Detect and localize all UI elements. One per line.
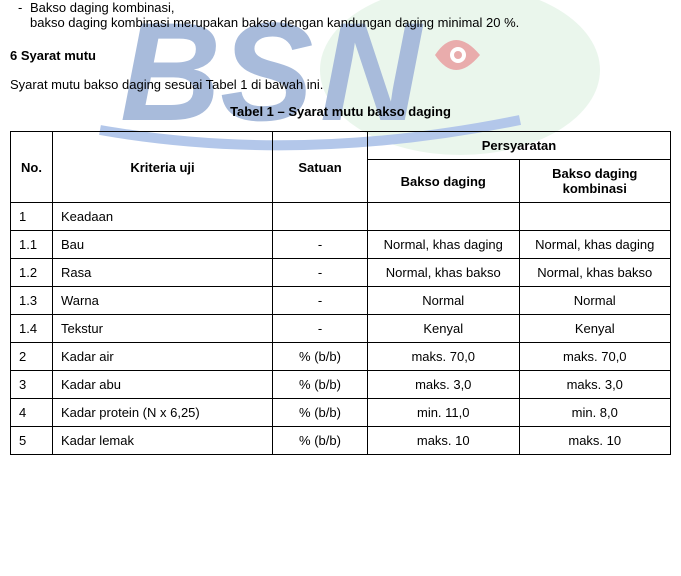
cell-bakso-daging: Kenyal — [368, 315, 520, 343]
cell-kriteria: Kadar abu — [53, 371, 273, 399]
table-row: 1.1Bau-Normal, khas dagingNormal, khas d… — [11, 231, 671, 259]
cell-satuan: % (b/b) — [273, 427, 368, 455]
cell-bakso-daging — [368, 203, 520, 231]
table-row: 1.4Tekstur-KenyalKenyal — [11, 315, 671, 343]
cell-bakso-kombinasi: min. 8,0 — [519, 399, 671, 427]
th-bakso-kombinasi: Bakso daging kombinasi — [519, 160, 671, 203]
cell-bakso-daging: maks. 3,0 — [368, 371, 520, 399]
cell-no: 5 — [11, 427, 53, 455]
table-row: 5Kadar lemak% (b/b)maks. 10maks. 10 — [11, 427, 671, 455]
cell-satuan: - — [273, 315, 368, 343]
cell-bakso-daging: Normal, khas bakso — [368, 259, 520, 287]
table-row: 3Kadar abu% (b/b)maks. 3,0maks. 3,0 — [11, 371, 671, 399]
cell-bakso-kombinasi: maks. 3,0 — [519, 371, 671, 399]
table-row: 1.2Rasa-Normal, khas baksoNormal, khas b… — [11, 259, 671, 287]
cell-bakso-daging: maks. 10 — [368, 427, 520, 455]
intro-list: - Bakso daging kombinasi, bakso daging k… — [18, 0, 671, 30]
table-row: 4Kadar protein (N x 6,25)% (b/b)min. 11,… — [11, 399, 671, 427]
cell-satuan: % (b/b) — [273, 371, 368, 399]
th-no: No. — [11, 132, 53, 203]
cell-satuan: % (b/b) — [273, 343, 368, 371]
cell-kriteria: Tekstur — [53, 315, 273, 343]
cell-no: 4 — [11, 399, 53, 427]
cell-bakso-daging: min. 11,0 — [368, 399, 520, 427]
cell-satuan: % (b/b) — [273, 399, 368, 427]
th-kriteria: Kriteria uji — [53, 132, 273, 203]
table-row: 2Kadar air% (b/b)maks. 70,0maks. 70,0 — [11, 343, 671, 371]
th-satuan: Satuan — [273, 132, 368, 203]
cell-bakso-kombinasi: maks. 10 — [519, 427, 671, 455]
cell-bakso-kombinasi — [519, 203, 671, 231]
table-body: 1Keadaan1.1Bau-Normal, khas dagingNormal… — [11, 203, 671, 455]
cell-bakso-kombinasi: Kenyal — [519, 315, 671, 343]
cell-bakso-kombinasi: Normal, khas bakso — [519, 259, 671, 287]
cell-no: 1 — [11, 203, 53, 231]
cell-no: 1.3 — [11, 287, 53, 315]
cell-satuan: - — [273, 259, 368, 287]
cell-no: 1.1 — [11, 231, 53, 259]
intro-text-2: bakso daging kombinasi merupakan bakso d… — [30, 15, 671, 30]
cell-kriteria: Warna — [53, 287, 273, 315]
intro-line1: - Bakso daging kombinasi, — [18, 0, 671, 15]
intro-text-1: Bakso daging kombinasi, — [30, 0, 175, 15]
table-row: 1Keadaan — [11, 203, 671, 231]
cell-satuan — [273, 203, 368, 231]
cell-bakso-kombinasi: maks. 70,0 — [519, 343, 671, 371]
cell-kriteria: Kadar protein (N x 6,25) — [53, 399, 273, 427]
document-content: - Bakso daging kombinasi, bakso daging k… — [0, 0, 681, 455]
cell-bakso-daging: Normal, khas daging — [368, 231, 520, 259]
cell-no: 1.2 — [11, 259, 53, 287]
cell-kriteria: Bau — [53, 231, 273, 259]
cell-no: 1.4 — [11, 315, 53, 343]
bullet-dash: - — [18, 0, 30, 15]
cell-bakso-kombinasi: Normal — [519, 287, 671, 315]
cell-no: 2 — [11, 343, 53, 371]
cell-kriteria: Keadaan — [53, 203, 273, 231]
section-heading: 6 Syarat mutu — [10, 48, 671, 63]
cell-satuan: - — [273, 287, 368, 315]
table-header: No. Kriteria uji Satuan Persyaratan Baks… — [11, 132, 671, 203]
section-paragraph: Syarat mutu bakso daging sesuai Tabel 1 … — [10, 77, 671, 92]
cell-kriteria: Kadar air — [53, 343, 273, 371]
syarat-mutu-table: No. Kriteria uji Satuan Persyaratan Baks… — [10, 131, 671, 455]
cell-bakso-kombinasi: Normal, khas daging — [519, 231, 671, 259]
cell-bakso-daging: Normal — [368, 287, 520, 315]
cell-kriteria: Kadar lemak — [53, 427, 273, 455]
table-row: 1.3Warna-NormalNormal — [11, 287, 671, 315]
th-bakso-daging: Bakso daging — [368, 160, 520, 203]
cell-no: 3 — [11, 371, 53, 399]
cell-bakso-daging: maks. 70,0 — [368, 343, 520, 371]
th-persyaratan: Persyaratan — [368, 132, 671, 160]
cell-kriteria: Rasa — [53, 259, 273, 287]
table-title: Tabel 1 – Syarat mutu bakso daging — [10, 104, 671, 119]
cell-satuan: - — [273, 231, 368, 259]
